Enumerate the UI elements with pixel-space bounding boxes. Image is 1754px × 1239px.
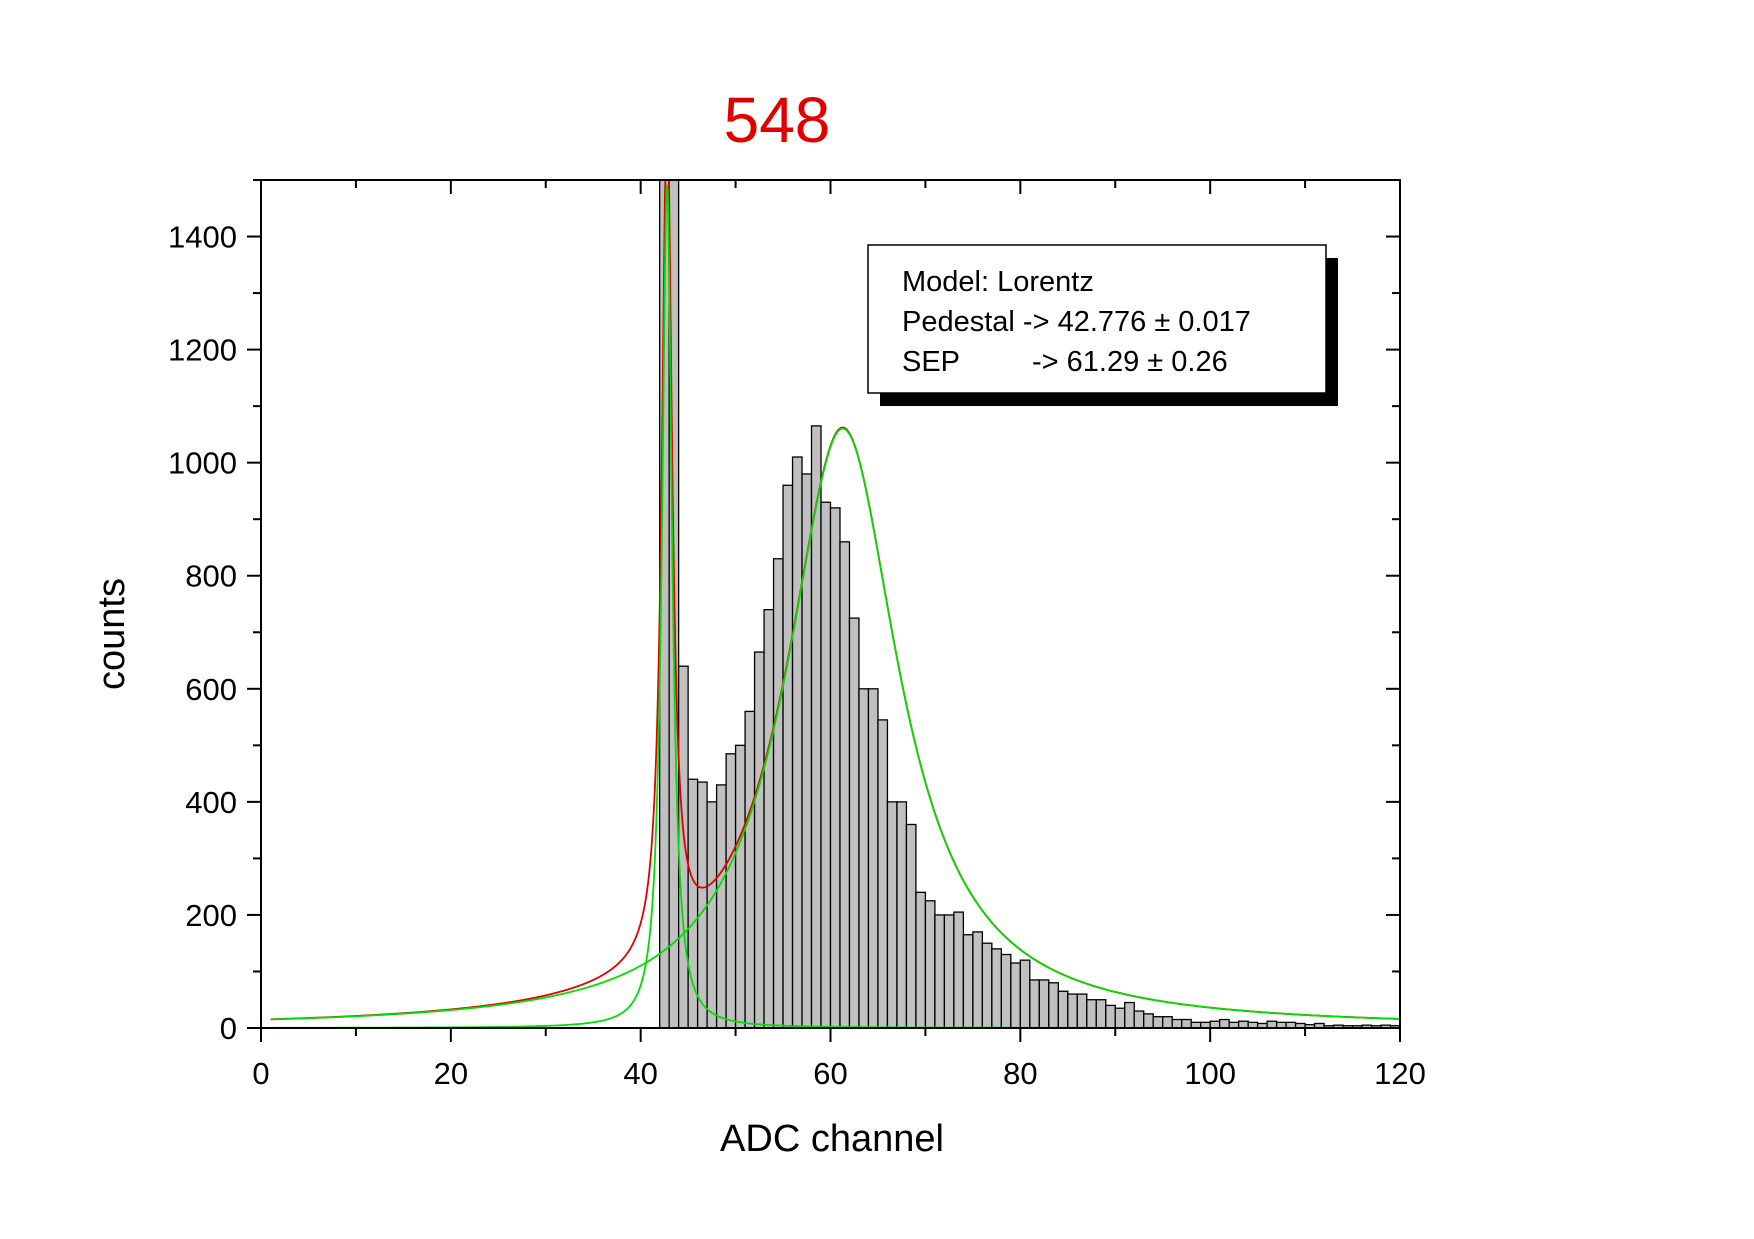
histogram-bar: [962, 934, 974, 1029]
histogram-bar: [1038, 979, 1050, 1029]
histogram-bar: [896, 801, 908, 1029]
histogram-bar: [953, 911, 965, 1029]
histogram-bar: [782, 484, 794, 1029]
histogram-bar: [1114, 1007, 1126, 1029]
y-tick-label: 200: [185, 898, 237, 933]
histogram-bar: [706, 801, 718, 1029]
histogram-bar: [1000, 953, 1012, 1029]
x-tick-label: 40: [623, 1056, 657, 1091]
histogram-bar: [858, 688, 870, 1029]
x-tick-label: 120: [1374, 1056, 1426, 1091]
x-tick-label: 80: [1003, 1056, 1037, 1091]
histogram-bar: [1219, 1018, 1230, 1029]
histogram-bar: [734, 744, 746, 1029]
histogram-bar: [934, 914, 946, 1029]
histogram-bar: [867, 688, 879, 1029]
chart-title: 548: [724, 84, 831, 156]
histogram-bar: [886, 801, 898, 1029]
histogram-bar: [972, 931, 984, 1029]
histogram-bar: [1029, 979, 1040, 1029]
histogram-bar: [848, 617, 860, 1029]
y-tick-label: 1000: [168, 446, 237, 481]
histogram-bar: [744, 710, 756, 1029]
histogram-bar: [772, 558, 784, 1029]
legend-box: [867, 244, 1327, 394]
y-tick-label: 400: [185, 785, 237, 820]
x-tick-label: 60: [813, 1056, 847, 1091]
histogram-bar: [753, 651, 765, 1029]
histogram-bar: [1019, 959, 1031, 1029]
x-tick-label: 0: [252, 1056, 269, 1091]
histogram-bar: [1266, 1020, 1278, 1029]
histogram-bar: [1171, 1018, 1183, 1029]
y-tick-label: 800: [185, 559, 237, 594]
histogram-bar: [877, 719, 889, 1029]
histogram-bar: [696, 781, 708, 1029]
fit-curve-SEP: [270, 427, 1401, 1021]
histogram-bar: [991, 948, 1003, 1029]
histogram-bar: [905, 823, 917, 1029]
histogram-bar: [810, 425, 822, 1029]
histogram-bar: [1162, 1016, 1173, 1029]
y-tick-label: 0: [220, 1011, 237, 1046]
y-tick-label: 1200: [168, 333, 237, 368]
legend-sep-line: SEP -> 61.29 ± 0.26: [902, 346, 1228, 378]
histogram-bar: [1095, 999, 1107, 1029]
histogram-bar: [1209, 1020, 1221, 1029]
histogram-bar: [1152, 1016, 1164, 1029]
x-axis-tick-labels: 0 20 40 60 80 100 120: [252, 1056, 1425, 1091]
histogram-bars: [659, 179, 1401, 1029]
axis-ticks: [247, 179, 1401, 1042]
histogram-bar: [924, 900, 936, 1029]
y-axis-title: counts: [91, 578, 133, 690]
histogram-bar: [763, 609, 775, 1029]
histogram-bar: [1124, 1001, 1135, 1029]
legend-model-line: Model: Lorentz: [902, 266, 1094, 298]
histogram-bar: [1067, 993, 1078, 1029]
fit-legend: Model: Lorentz Pedestal -> 42.776 ± 0.01…: [867, 244, 1338, 406]
y-tick-label: 600: [185, 672, 237, 707]
histogram-bar: [1048, 982, 1059, 1029]
histogram-bar: [677, 665, 689, 1029]
histogram-bar: [829, 507, 841, 1029]
histogram-bar: [820, 501, 832, 1029]
legend-pedestal-line: Pedestal -> 42.776 ± 0.017: [902, 306, 1251, 338]
histogram-bar: [791, 456, 803, 1029]
x-tick-label: 20: [434, 1056, 468, 1091]
histogram-bar: [715, 784, 727, 1029]
x-tick-label: 100: [1184, 1056, 1236, 1091]
histogram-bar: [1076, 993, 1088, 1029]
histogram-bar: [981, 942, 993, 1029]
histogram-bar: [1133, 1010, 1145, 1029]
histogram-bar: [1143, 1013, 1154, 1029]
histogram-bar: [1010, 962, 1021, 1029]
histogram-bar: [725, 753, 737, 1029]
histogram-bar: [943, 914, 955, 1029]
histogram-bar: [839, 541, 851, 1029]
y-tick-label: 1400: [168, 220, 237, 255]
histogram-bar: [915, 891, 927, 1029]
histogram-bar: [1057, 990, 1069, 1029]
x-axis-title: ADC channel: [720, 1118, 944, 1160]
y-axis-tick-labels: 0 200 400 600 800 1000 1200 1400: [168, 220, 237, 1046]
histogram-bar: [1086, 999, 1097, 1029]
histogram-bar: [1105, 1004, 1116, 1029]
histogram-bar: [1237, 1020, 1249, 1029]
histogram-bar: [1181, 1018, 1192, 1029]
